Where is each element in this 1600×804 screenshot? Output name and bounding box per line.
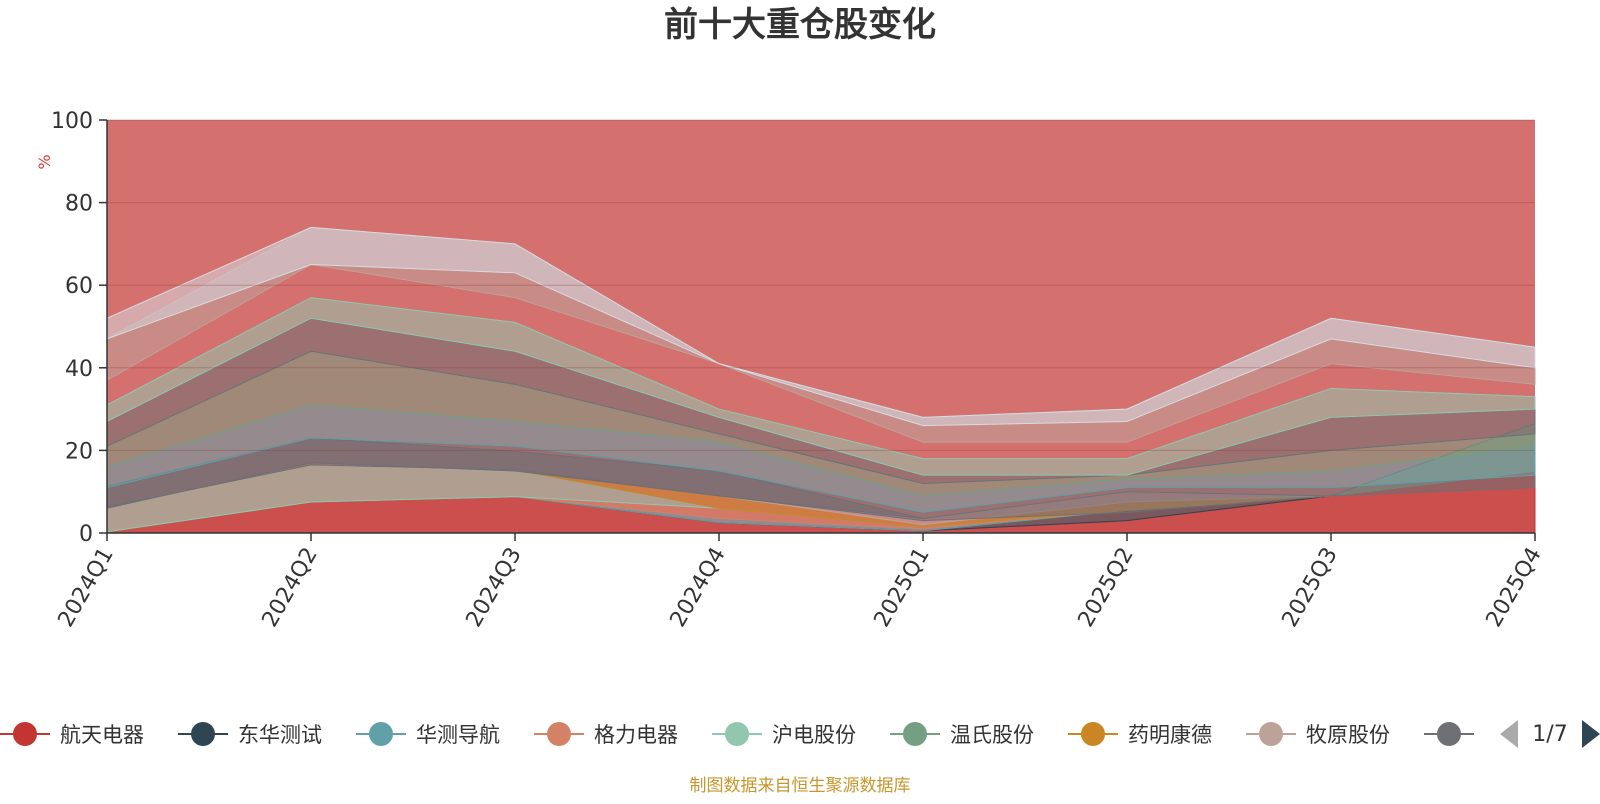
legend-pager: 1/7: [1500, 720, 1600, 748]
x-tick-label-2: 2024Q3: [462, 543, 527, 631]
legend-label-7: 牧原股份: [1306, 723, 1390, 747]
legend-item-4[interactable]: 沪电股份: [712, 722, 856, 747]
overlay-band-6: [106, 226, 1536, 427]
legend-label-6: 药明康德: [1128, 723, 1212, 747]
legend-next-page-button[interactable]: [1582, 720, 1600, 748]
legend-label-2: 华测导航: [416, 723, 500, 747]
legend-marker-2: [369, 722, 393, 746]
legend-item-1[interactable]: 东华测试: [178, 722, 322, 747]
legend-item-3[interactable]: 格力电器: [534, 722, 678, 747]
y-tick-labels: 0 20 40 60 80 100: [51, 109, 93, 547]
y-tick-label-5: 100: [51, 109, 93, 134]
legend-label-0: 航天电器: [60, 723, 144, 747]
y-axis-label: %: [35, 154, 54, 169]
x-tick-label-7: 2025Q4: [1482, 543, 1547, 631]
x-tick-label-1: 2024Q2: [258, 543, 323, 631]
legend-label-5: 温氏股份: [950, 723, 1034, 747]
overlay-band-4: [106, 297, 1536, 476]
chart-title: 前十大重仓股变化: [664, 5, 936, 45]
legend: 航天电器 东华测试 华测导航 格力电器 沪电股份 温氏股份 药明康德 牧原股份: [0, 722, 1474, 747]
legend-label-1: 东华测试: [238, 723, 322, 747]
x-tick-label-5: 2025Q2: [1074, 543, 1139, 631]
legend-marker-4: [725, 722, 749, 746]
data-source-note: 制图数据来自恒生聚源数据库: [690, 776, 911, 796]
legend-marker-0: [13, 722, 37, 746]
x-tick-label-0: 2024Q1: [54, 543, 119, 631]
legend-marker-8: [1437, 722, 1461, 746]
legend-marker-6: [1081, 722, 1105, 746]
y-tick-label-0: 0: [79, 522, 93, 547]
legend-item-0[interactable]: 航天电器: [0, 722, 144, 747]
y-tick-label-4: 80: [65, 192, 93, 217]
grid-lines: [107, 119, 1535, 451]
legend-item-5[interactable]: 温氏股份: [890, 722, 1034, 747]
legend-marker-5: [903, 722, 927, 746]
legend-label-3: 格力电器: [594, 723, 678, 747]
legend-marker-1: [191, 722, 215, 746]
legend-item-8[interactable]: [1424, 722, 1474, 746]
legend-marker-7: [1259, 722, 1283, 746]
legend-page-indicator: 1/7: [1532, 722, 1567, 747]
x-tick-label-6: 2025Q3: [1278, 543, 1343, 631]
y-tick-label-1: 20: [65, 439, 93, 464]
legend-item-6[interactable]: 药明康德: [1068, 722, 1212, 747]
legend-prev-page-button[interactable]: [1500, 720, 1518, 748]
y-tick-label-3: 60: [65, 274, 93, 299]
x-tick-labels: 2024Q1 2024Q2 2024Q3 2024Q4 2025Q1 2025Q2 2025…: [54, 543, 1547, 631]
legend-marker-3: [547, 722, 571, 746]
overlay-areas: [106, 226, 1536, 522]
axes: [99, 119, 1536, 541]
legend-item-2[interactable]: 华测导航: [356, 722, 500, 747]
legend-label-4: 沪电股份: [772, 723, 856, 747]
legend-item-7[interactable]: 牧原股份: [1246, 722, 1390, 747]
x-tick-label-4: 2025Q1: [870, 543, 935, 631]
y-tick-label-2: 40: [65, 357, 93, 382]
x-tick-label-3: 2024Q4: [666, 543, 731, 631]
